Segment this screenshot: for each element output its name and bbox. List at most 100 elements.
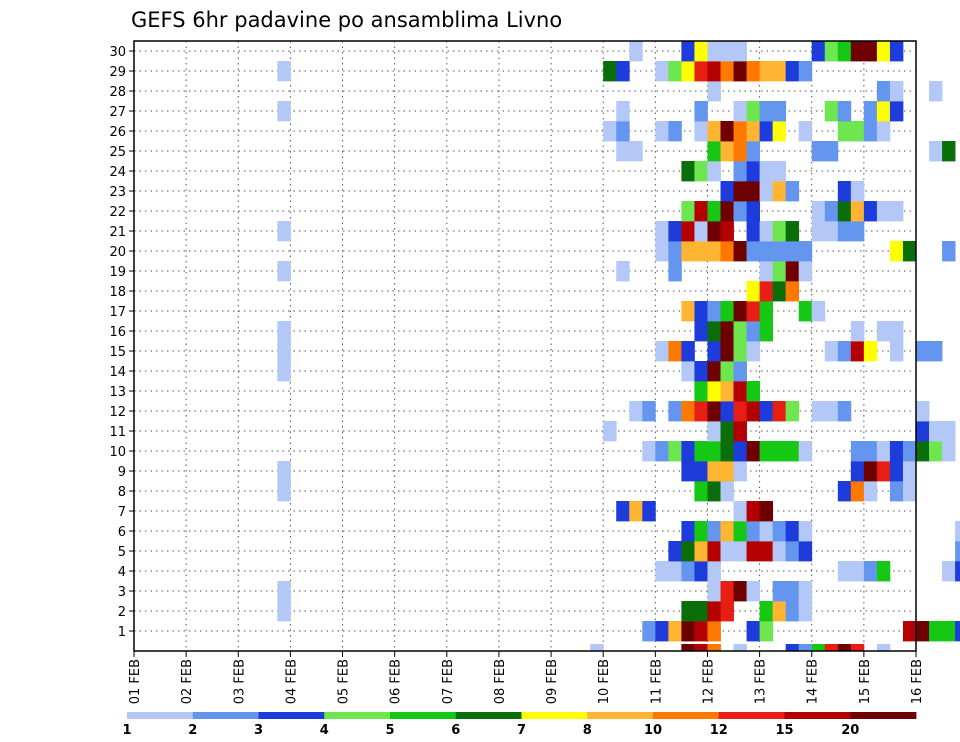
precip-cell <box>759 161 774 182</box>
precip-cell <box>694 541 708 562</box>
y-tick-label: 20 <box>109 245 126 260</box>
precip-cell <box>629 501 643 522</box>
precip-cell <box>850 321 865 342</box>
precip-cell <box>733 41 747 62</box>
precip-cell <box>929 341 943 362</box>
precip-cell <box>746 621 760 642</box>
precip-cell <box>707 421 721 442</box>
precip-cell <box>720 521 734 542</box>
precip-cell <box>733 161 747 182</box>
precip-cell <box>811 141 826 162</box>
chart-title: GEFS 6hr padavine po ansamblima Livno <box>131 8 562 32</box>
precip-cell <box>681 521 695 542</box>
precip-cell <box>642 621 656 642</box>
precip-cell <box>681 361 695 382</box>
precip-cell <box>668 241 682 262</box>
x-axis: 01 FEB 02 FEB 03 FEB 04 FEB 05 FEB 06 FEB 07 F… <box>128 651 925 704</box>
y-tick-label: 1 <box>118 625 126 640</box>
y-tick-label: 6 <box>118 525 126 540</box>
legend-label: 2 <box>188 723 197 738</box>
precip-cell <box>277 261 291 282</box>
y-tick-label: 4 <box>118 565 126 580</box>
precip-cell <box>707 381 721 402</box>
precip-cell <box>837 221 852 242</box>
precip-cell <box>707 121 721 142</box>
precip-cell <box>863 101 878 122</box>
precip-cell <box>798 601 813 622</box>
y-tick-label: 19 <box>109 265 126 280</box>
precip-cell <box>707 61 721 82</box>
precip-cell <box>746 241 760 262</box>
precip-cell <box>863 461 878 482</box>
precip-cell <box>603 61 617 82</box>
x-tick-label: 12 FEB <box>701 659 716 704</box>
precip-cell <box>694 101 708 122</box>
precip-cell <box>616 141 630 162</box>
precip-cell <box>746 381 760 402</box>
legend-swatch <box>324 712 391 719</box>
precip-cell <box>889 341 904 362</box>
precip-cell <box>277 361 291 382</box>
precip-cell <box>772 121 787 142</box>
precip-cell <box>902 621 917 642</box>
precip-cell <box>824 401 839 422</box>
precip-cell <box>733 301 747 322</box>
precip-cell <box>785 441 800 462</box>
precip-cell <box>681 621 695 642</box>
precip-cell <box>694 121 708 142</box>
y-tick-label: 8 <box>118 485 126 500</box>
precip-cell <box>733 541 747 562</box>
y-tick-label: 15 <box>109 345 126 360</box>
precip-cell <box>277 221 291 242</box>
legend-swatch <box>653 712 720 719</box>
precip-cell <box>707 201 721 222</box>
y-tick-label: 17 <box>109 305 126 320</box>
precip-cell <box>837 341 852 362</box>
precip-cell <box>876 561 891 582</box>
precip-cell <box>785 581 800 602</box>
precip-cell <box>850 41 865 62</box>
precip-cell <box>798 121 813 142</box>
precip-cell <box>733 341 747 362</box>
legend-label: 15 <box>775 723 793 738</box>
precip-cell <box>720 301 734 322</box>
precip-cell <box>616 61 630 82</box>
legend-swatch <box>127 712 194 719</box>
precip-cell <box>707 481 721 502</box>
precip-cell <box>629 141 643 162</box>
legend-swatch <box>192 712 259 719</box>
precip-cell-bottom <box>707 644 721 651</box>
legend-swatch <box>850 712 917 719</box>
precip-cell <box>759 121 774 142</box>
precip-cell <box>616 101 630 122</box>
legend-swatch <box>258 712 325 719</box>
y-tick-label: 11 <box>109 425 126 440</box>
precip-cell <box>655 221 669 242</box>
precip-cell <box>798 521 813 542</box>
precip-cell <box>707 601 721 622</box>
precip-cell <box>876 41 891 62</box>
precip-cell <box>277 601 291 622</box>
precip-cell <box>681 221 695 242</box>
precip-cell <box>746 61 760 82</box>
precip-cell <box>772 401 787 422</box>
y-tick-label: 25 <box>109 145 126 160</box>
precip-cell <box>694 41 708 62</box>
precip-cell <box>746 221 760 242</box>
precip-cell <box>824 221 839 242</box>
precip-cell <box>720 341 734 362</box>
precip-cell-bottom <box>824 644 839 651</box>
precip-cell <box>277 581 291 602</box>
x-tick-label: 11 FEB <box>649 659 664 704</box>
precip-cell <box>798 301 813 322</box>
precip-cell <box>694 401 708 422</box>
y-tick-label: 24 <box>109 165 126 180</box>
legend-swatch <box>390 712 457 719</box>
precip-cell <box>720 241 734 262</box>
precip-cell <box>811 201 826 222</box>
precip-cell <box>655 561 669 582</box>
precip-cell <box>929 421 943 442</box>
precip-cell <box>733 321 747 342</box>
precip-cell <box>668 621 682 642</box>
